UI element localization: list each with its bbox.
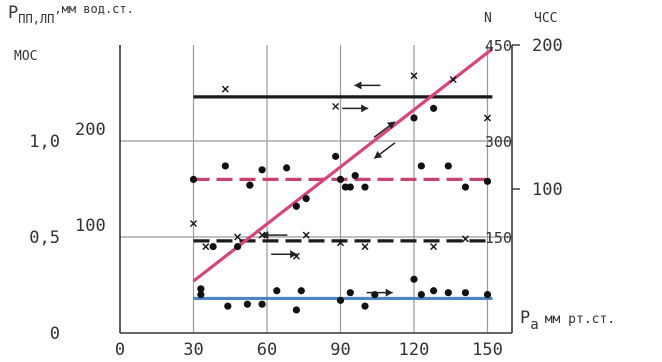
data-point-dot [461, 183, 470, 191]
data-point-dot [483, 291, 492, 299]
data-point-dot [410, 114, 418, 122]
data-point-dot [258, 166, 266, 174]
data-point-dot [258, 300, 266, 308]
grid-lines [120, 45, 512, 333]
data-point-cross [202, 243, 210, 251]
data-point-dot [302, 195, 310, 203]
data-point-dot [221, 162, 229, 170]
right-axis-n-title: N [484, 11, 492, 26]
n-tick-label: 450 [485, 37, 512, 55]
data-point-dot [224, 302, 232, 310]
direction-arrow [373, 121, 396, 138]
hr-tick-label: 100 [532, 180, 563, 200]
data-point-dot [444, 289, 452, 297]
n-tick-label: 150 [485, 229, 512, 247]
direction-arrow [342, 104, 369, 113]
data-point-dot [336, 296, 345, 304]
data-point-dot [189, 175, 198, 183]
y-axis-title-2: МОС [14, 49, 37, 64]
y-inner-tick-label: 100 [75, 216, 106, 236]
data-point-dot [410, 275, 418, 283]
right-axis-hr-title: ЧСС [534, 11, 557, 26]
data-point-dot [297, 287, 305, 295]
data-point-dot [283, 164, 291, 172]
direction-arrow [271, 250, 298, 259]
x-tick-label: 0 [115, 340, 125, 360]
data-point-cross [337, 239, 344, 247]
data-point-dot [417, 291, 425, 299]
series-line [192, 47, 494, 283]
y-tick-label: 1,0 [29, 132, 60, 152]
data-point-dot [361, 183, 369, 191]
data-point-dot [444, 162, 452, 170]
data-point-dot [197, 291, 205, 299]
data-point-dot [430, 104, 438, 112]
data-point-dot [273, 287, 281, 295]
series-lines [192, 47, 494, 301]
x-tick-label: 90 [330, 340, 350, 360]
data-point-dot [332, 152, 340, 160]
data-point-dot [246, 181, 254, 189]
data-point-cross [302, 231, 310, 239]
y-tick-label: 0 [50, 324, 60, 344]
data-point-cross [361, 243, 369, 251]
direction-arrow [261, 231, 288, 240]
data-point-dot [346, 289, 354, 297]
data-point-dot [430, 287, 438, 295]
x-tick-label: 60 [257, 340, 277, 360]
data-point-dot [234, 243, 242, 251]
data-point-dot [209, 243, 217, 251]
data-point-dot [197, 285, 205, 293]
data-point-dot [361, 302, 369, 310]
n-tick-label: 300 [485, 133, 512, 151]
data-point-dot [351, 171, 359, 180]
direction-arrow [366, 288, 393, 297]
direction-arrow [373, 142, 396, 159]
y-tick-label: 0,5 [29, 228, 60, 248]
data-point-cross [234, 233, 242, 241]
data-point-dot [292, 306, 300, 314]
data-point-dot [483, 177, 492, 185]
x-tick-label: 30 [183, 340, 203, 360]
data-point-cross [410, 72, 418, 80]
data-point-cross [484, 114, 491, 122]
x-tick-label: 120 [399, 340, 430, 360]
data-point-cross [449, 76, 457, 84]
hr-tick-label: 200 [532, 36, 563, 56]
data-point-dot [292, 202, 300, 210]
x-tick-label: 150 [472, 340, 503, 360]
y-axis-title: PПП,ЛП,мм вод.ст. [8, 2, 134, 26]
direction-arrow [354, 81, 381, 90]
y-inner-tick-label: 200 [75, 120, 106, 140]
data-point-dot [461, 289, 470, 297]
tick-labels: 0 30 60 90 120 150 0 0,5 1,0 100 200 150 300 450 100 20… [29, 36, 562, 360]
data-point-cross [430, 243, 438, 251]
x-axis-title: Pa мм рт.ст. [520, 308, 615, 333]
data-point-dot [336, 175, 345, 183]
data-point-cross [461, 235, 469, 243]
direction-arrows [261, 81, 396, 297]
data-markers [189, 72, 492, 314]
data-point-cross [332, 102, 340, 110]
data-point-cross [221, 85, 229, 93]
data-point-dot [417, 162, 425, 170]
data-point-dot [243, 300, 251, 308]
data-point-dot [346, 183, 354, 191]
axes [119, 44, 520, 334]
data-point-cross [190, 220, 197, 228]
